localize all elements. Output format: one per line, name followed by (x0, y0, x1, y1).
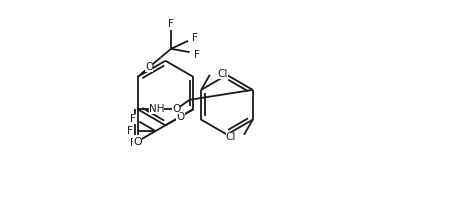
Text: Cl: Cl (218, 69, 228, 79)
Text: O: O (145, 62, 153, 72)
Text: F: F (130, 114, 136, 124)
Text: NH: NH (149, 104, 164, 114)
Text: F: F (168, 18, 174, 29)
Text: O: O (176, 112, 184, 122)
Text: F: F (130, 138, 136, 148)
Text: F: F (127, 126, 133, 136)
Text: F: F (192, 33, 198, 43)
Text: F: F (194, 50, 200, 60)
Text: O: O (133, 137, 142, 148)
Text: Cl: Cl (226, 132, 236, 142)
Text: O: O (172, 104, 181, 114)
